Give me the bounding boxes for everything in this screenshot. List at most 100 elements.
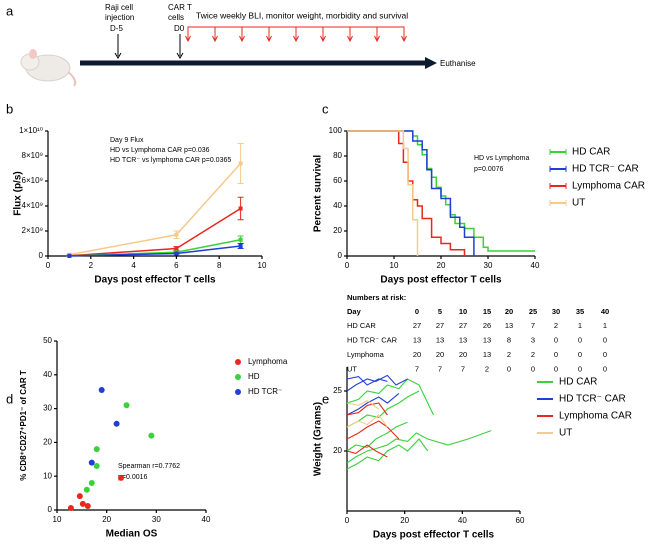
step-day: D0: [174, 24, 185, 33]
end-label: Euthanise: [440, 59, 476, 68]
y-axis-title: % CD8⁺CD27⁺PD1⁻ of CAR T: [19, 370, 28, 481]
legend-swatch: [235, 389, 241, 395]
marker: [238, 161, 243, 166]
weight-line: [346, 374, 408, 392]
monitor-arrow: [347, 35, 353, 43]
table-cell: 13: [483, 350, 491, 359]
y-tick-label: 6×10⁹: [22, 176, 43, 185]
step-label: Raji cell: [105, 3, 133, 12]
survival-curve: [347, 130, 475, 256]
table-cell: 26: [483, 321, 491, 330]
marker: [238, 237, 243, 242]
legend-swatch: [235, 359, 241, 365]
monitor-arrow: [374, 35, 380, 43]
table-cell: 0: [603, 335, 607, 344]
y-tick-label: 50: [43, 336, 52, 345]
table-cell: 8: [507, 335, 511, 344]
monitor-bracket: [185, 26, 407, 43]
point: [113, 420, 120, 427]
table-cell: 27: [459, 321, 467, 330]
legend-label: HD TCR⁻ CAR: [572, 164, 639, 175]
table-cell: 13: [413, 335, 421, 344]
x-axis-title: Median OS: [106, 529, 158, 540]
x-axis-title: Days post effector T cells: [373, 530, 495, 541]
weight-line: [346, 402, 388, 416]
weight-line: [346, 399, 380, 410]
weight-line: [346, 444, 388, 458]
table-cell: 0: [603, 364, 607, 373]
y-axis-title: Weight (Grams): [313, 402, 324, 476]
marker: [174, 251, 179, 256]
x-tick-label: 30: [152, 515, 161, 524]
table-cell: 7: [415, 364, 419, 373]
point: [84, 502, 91, 509]
point: [93, 463, 100, 470]
step-arrow: [176, 52, 184, 59]
table-header: 25: [529, 307, 537, 316]
survival-curve: [347, 130, 535, 252]
monitoring-label: Twice weekly BLI, monitor weight, morbid…: [196, 10, 408, 20]
marker: [238, 244, 243, 248]
x-tick-label: 10: [258, 261, 267, 270]
table-cell: 2: [554, 321, 558, 330]
y-tick-label: 0: [39, 251, 44, 260]
legend-swatch: [549, 166, 567, 172]
marker: [174, 232, 179, 237]
annotation: HD vs Lymphoma CAR p=0.036: [110, 147, 210, 154]
legend-label: HD TCR⁻ CAR: [559, 394, 626, 405]
weight-line: [346, 376, 388, 386]
weight-line: [346, 438, 429, 470]
annotation: Spearman r=0.7762: [118, 463, 180, 470]
weight-line: [346, 414, 388, 428]
table-cell: 1: [578, 321, 582, 330]
table-header: 15: [483, 307, 491, 316]
table-title: Numbers at risk:: [347, 293, 406, 302]
table-cell: 0: [578, 364, 582, 373]
y-tick-label: 0: [338, 251, 343, 260]
y-tick-label: 40: [43, 370, 52, 379]
table-cell: 13: [459, 335, 467, 344]
table-cell: 20: [436, 350, 444, 359]
table-cell: 20: [413, 350, 421, 359]
monitor-arrow: [293, 35, 299, 43]
legend-label: Lymphoma: [248, 357, 288, 366]
step-label: injection: [105, 13, 134, 22]
table-cell: 27: [413, 321, 421, 330]
point: [123, 402, 130, 409]
x-tick-label: 0: [345, 516, 350, 525]
point: [88, 479, 95, 486]
point: [76, 493, 83, 500]
y-tick-label: 25: [333, 386, 342, 395]
table-header: 10: [459, 307, 467, 316]
weight-line: [346, 390, 420, 428]
weight-line: [346, 392, 400, 416]
x-tick-label: 0: [46, 261, 51, 270]
table-cell: 0: [578, 335, 582, 344]
table-cell: 0: [531, 364, 535, 373]
y-tick-label: 20: [333, 226, 342, 235]
table-cell: 13: [483, 335, 491, 344]
legend-label: Lymphoma CAR: [572, 181, 645, 192]
table-cell: 7: [461, 364, 465, 373]
step-day: D-5: [110, 24, 123, 33]
point: [79, 500, 86, 507]
legend-label: HD TCR⁻: [248, 387, 282, 396]
table-cell: 0: [603, 350, 607, 359]
marker: [67, 253, 72, 258]
series-line: [69, 162, 242, 256]
monitor-arrow: [212, 35, 218, 43]
monitor-arrow: [320, 35, 326, 43]
y-tick-label: 80: [333, 151, 342, 160]
table-cell: 7: [531, 321, 535, 330]
table-cell: 2: [507, 350, 511, 359]
monitor-arrow: [401, 35, 407, 43]
panel-label: e: [322, 391, 329, 406]
marker: [174, 246, 179, 251]
monitor-arrow: [239, 35, 245, 43]
table-header: 20: [505, 307, 513, 316]
legend-label: Lymphoma CAR: [559, 411, 632, 422]
panel-label: a: [6, 3, 14, 18]
table-cell: 13: [436, 335, 444, 344]
y-tick-label: 20: [43, 438, 52, 447]
table-header: 30: [552, 307, 560, 316]
